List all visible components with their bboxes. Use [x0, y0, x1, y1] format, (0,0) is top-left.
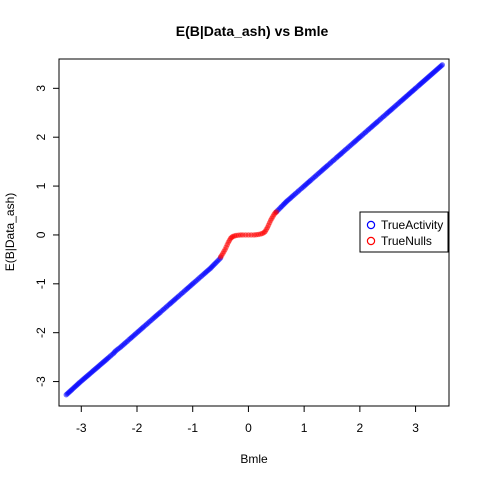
y-tick-label: 3	[34, 85, 48, 92]
x-tick-label: 3	[412, 421, 419, 435]
x-tick-label: 2	[357, 421, 364, 435]
y-tick-label: -2	[34, 327, 48, 338]
legend: TrueActivity TrueNulls	[359, 211, 449, 253]
legend-marker-truenulls	[366, 236, 376, 246]
x-axis-label: Bmle	[240, 452, 268, 466]
y-tick-label: 1	[34, 182, 48, 189]
data-point	[439, 62, 446, 68]
data-point	[273, 209, 279, 215]
x-tick-label: 0	[245, 421, 252, 435]
series-truenulls	[217, 209, 279, 260]
x-tick-label: -2	[132, 421, 143, 435]
y-axis-label: E(B|Data_ash)	[3, 193, 17, 272]
y-tick-label: -1	[34, 278, 48, 289]
x-tick-label: -1	[187, 421, 198, 435]
y-tick-label: -3	[34, 376, 48, 387]
y-tick-label: 2	[34, 134, 48, 141]
legend-label-truenulls: TrueNulls	[381, 234, 432, 248]
legend-label-trueactivity: TrueActivity	[381, 218, 443, 232]
x-axis: -3 -2 -1 0 1 2 3	[76, 405, 419, 435]
series-trueactivity	[63, 62, 446, 398]
y-axis: -3 -2 -1 0 1 2 3	[34, 85, 60, 387]
x-tick-label: -3	[76, 421, 87, 435]
chart-title: E(B|Data_ash) vs Bmle	[176, 23, 329, 39]
y-tick-label: 0	[34, 231, 48, 238]
legend-marker-trueactivity	[366, 220, 376, 230]
legend-box	[359, 211, 449, 253]
x-tick-label: 1	[301, 421, 308, 435]
